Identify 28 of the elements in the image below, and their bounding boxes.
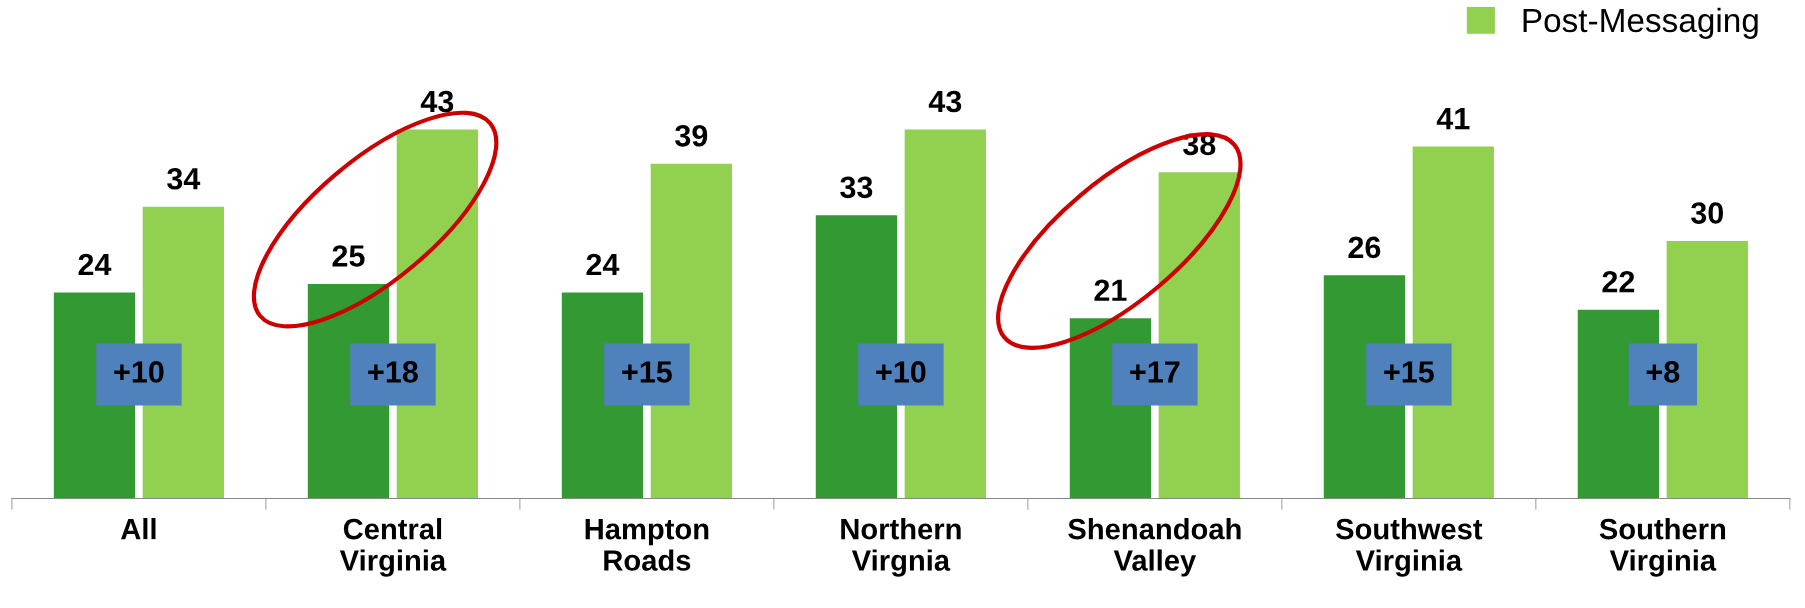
x-tick-label: All [121, 518, 156, 540]
x-tick-label: Southwest Virginia [1335, 518, 1483, 577]
data-label: 39 [675, 124, 708, 147]
data-label: 41 [1436, 108, 1470, 130]
annotation: +17 [1130, 361, 1180, 383]
legend-label: Post-Messaging [1523, 7, 1758, 39]
data-label: 25 [332, 245, 365, 267]
x-tick-label: Shenandoah Valley [1068, 518, 1241, 577]
annotation: +10 [876, 361, 926, 383]
data-label: 26 [1348, 236, 1381, 259]
data-label: 24 [78, 253, 112, 276]
annotation: +18 [368, 361, 418, 383]
data-label: 43 [928, 90, 962, 113]
data-label: 30 [1691, 202, 1724, 224]
annotation: +15 [622, 361, 672, 383]
annotation: +15 [1384, 361, 1434, 383]
data-label: 34 [167, 167, 201, 190]
x-tick-label: Northern Virgnia [841, 518, 961, 577]
annotation: +10 [114, 361, 164, 383]
data-label: 33 [840, 176, 873, 199]
annotation: +8 [1646, 361, 1680, 383]
data-label: 24 [586, 253, 620, 276]
x-tick-label: Central Virginia [339, 518, 447, 577]
data-label: 43 [420, 90, 454, 113]
x-tick-label: Southern Virginia [1599, 518, 1726, 577]
data-label: 21 [1094, 279, 1127, 301]
x-tick-label: Hampton Roads [585, 519, 709, 571]
data-label: 22 [1602, 270, 1635, 293]
